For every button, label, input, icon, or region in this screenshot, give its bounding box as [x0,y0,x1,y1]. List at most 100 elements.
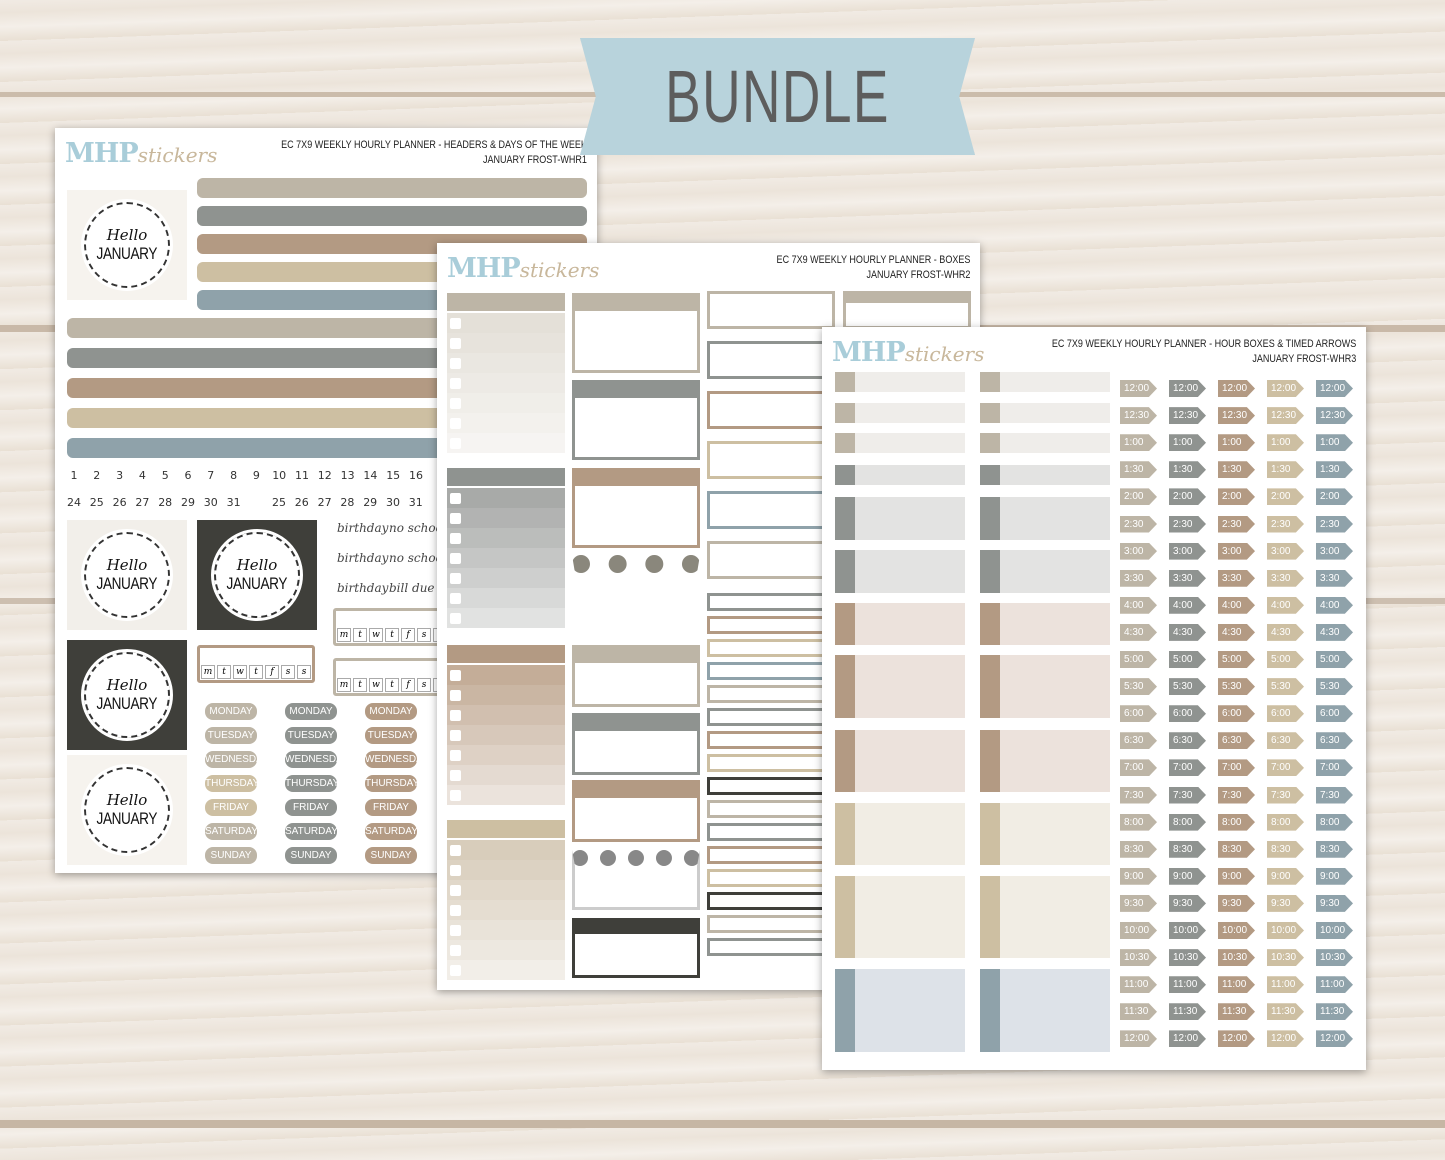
narrow-box [707,915,835,933]
hello-text: Hello [106,226,148,244]
timed-arrow: 12:30 [1120,407,1157,425]
checkbox [450,925,461,936]
timed-arrow: 6:00 [1316,705,1353,723]
timed-arrow: 1:30 [1267,461,1304,479]
checklist-row [447,960,565,980]
timed-arrow: 2:30 [1218,515,1255,533]
date-number: 5 [161,469,169,482]
timed-arrow: 8:30 [1316,840,1353,858]
hello-text: Hello [106,556,148,574]
checkbox [450,905,461,916]
timed-arrow: 6:00 [1267,705,1304,723]
timed-arrow: 9:00 [1169,867,1206,885]
checklist-row [447,745,565,765]
note-sticker: no school [389,551,447,565]
timed-arrow: 9:30 [1169,894,1206,912]
timed-arrow: 3:30 [1218,569,1255,587]
hello-text: Hello [236,556,278,574]
hour-box-tab [835,803,855,865]
checkbox [450,573,461,584]
hour-box-tab [835,403,855,423]
timed-arrow: 10:00 [1316,922,1353,939]
timed-arrow: 5:30 [1120,678,1157,696]
checklist-row [447,840,565,860]
timed-arrow: 2:00 [1120,488,1157,506]
planner-box [572,468,700,548]
checkbox [450,553,461,564]
hour-box [835,603,965,645]
hour-box-tab [835,497,855,540]
checkbox [450,670,461,681]
timed-arrow: 5:00 [1316,651,1353,668]
date-number: 14 [363,469,378,482]
checklist-header [447,820,565,838]
checklist-row [447,333,565,353]
narrow-box [707,892,835,910]
hour-box [835,497,965,540]
narrow-box [707,291,835,329]
timed-arrow: 4:30 [1120,623,1157,641]
narrow-box [707,777,835,795]
timed-arrow: 6:00 [1218,705,1255,723]
timed-arrow: 10:30 [1218,949,1255,967]
day-label: WEDNESDAY [365,751,429,768]
planner-box [572,713,700,775]
hello-january-sticker: Hello JANUARY [67,520,187,630]
date-number: 16 [409,469,423,482]
brand-logo: MHPstickers [447,253,600,284]
timed-arrow: 4:30 [1267,623,1304,641]
narrow-box [707,823,835,841]
timed-arrow: 7:30 [1169,786,1206,804]
date-number: 26 [294,496,309,509]
checkbox [450,593,461,604]
timed-arrow: 11:30 [1169,1003,1206,1021]
hour-box-tab [980,969,1000,1052]
narrow-box [707,441,835,479]
january-text: JANUARY [226,574,288,593]
timed-arrow: 1:00 [1316,434,1353,452]
timed-arrow: 4:00 [1316,596,1353,614]
patterned-box [572,850,700,910]
timed-arrow: 2:30 [1120,515,1157,533]
narrow-box [707,938,835,956]
timed-arrow: 12:00 [1218,1030,1255,1048]
checklist-row [447,765,565,785]
timed-arrow: 11:30 [1316,1003,1353,1021]
january-text: JANUARY [96,574,158,593]
date-number: 3 [116,469,124,482]
date-number: 30 [203,496,218,509]
day-label: SUNDAY [365,847,417,864]
timed-arrow: 3:30 [1120,569,1157,587]
date-number: 30 [386,496,400,509]
hour-box-tab [980,876,1000,958]
timed-arrow: 5:30 [1316,678,1353,696]
checkbox [450,533,461,544]
timed-arrow: 2:30 [1267,515,1304,533]
hello-january-sticker: Hello JANUARY [67,640,187,750]
hour-box-tab [835,603,855,645]
checkbox [450,613,461,624]
hour-box-tab [980,730,1000,792]
date-number: 12 [317,469,332,482]
day-label: FRIDAY [285,799,337,816]
hello-january-sticker: Hello JANUARY [67,190,187,300]
checkbox [450,398,461,409]
day-label: SATURDAY [285,823,338,840]
day-label: TUESDAY [205,727,257,744]
timed-arrow: 3:00 [1316,542,1353,560]
header-strip [197,178,587,198]
checkbox [450,730,461,741]
timed-arrow: 7:30 [1120,786,1157,804]
date-number: 29 [363,496,378,509]
hour-box-tab [835,730,855,792]
timed-arrow: 5:00 [1267,651,1304,668]
weekday-cell: w [233,665,247,679]
timed-arrow: 12:00 [1267,380,1304,397]
hour-box [835,803,965,865]
narrow-box [707,662,835,680]
checkbox [450,790,461,801]
note-sticker: birthday [337,521,389,535]
checkbox [450,378,461,389]
weekday-cell: f [401,678,415,692]
